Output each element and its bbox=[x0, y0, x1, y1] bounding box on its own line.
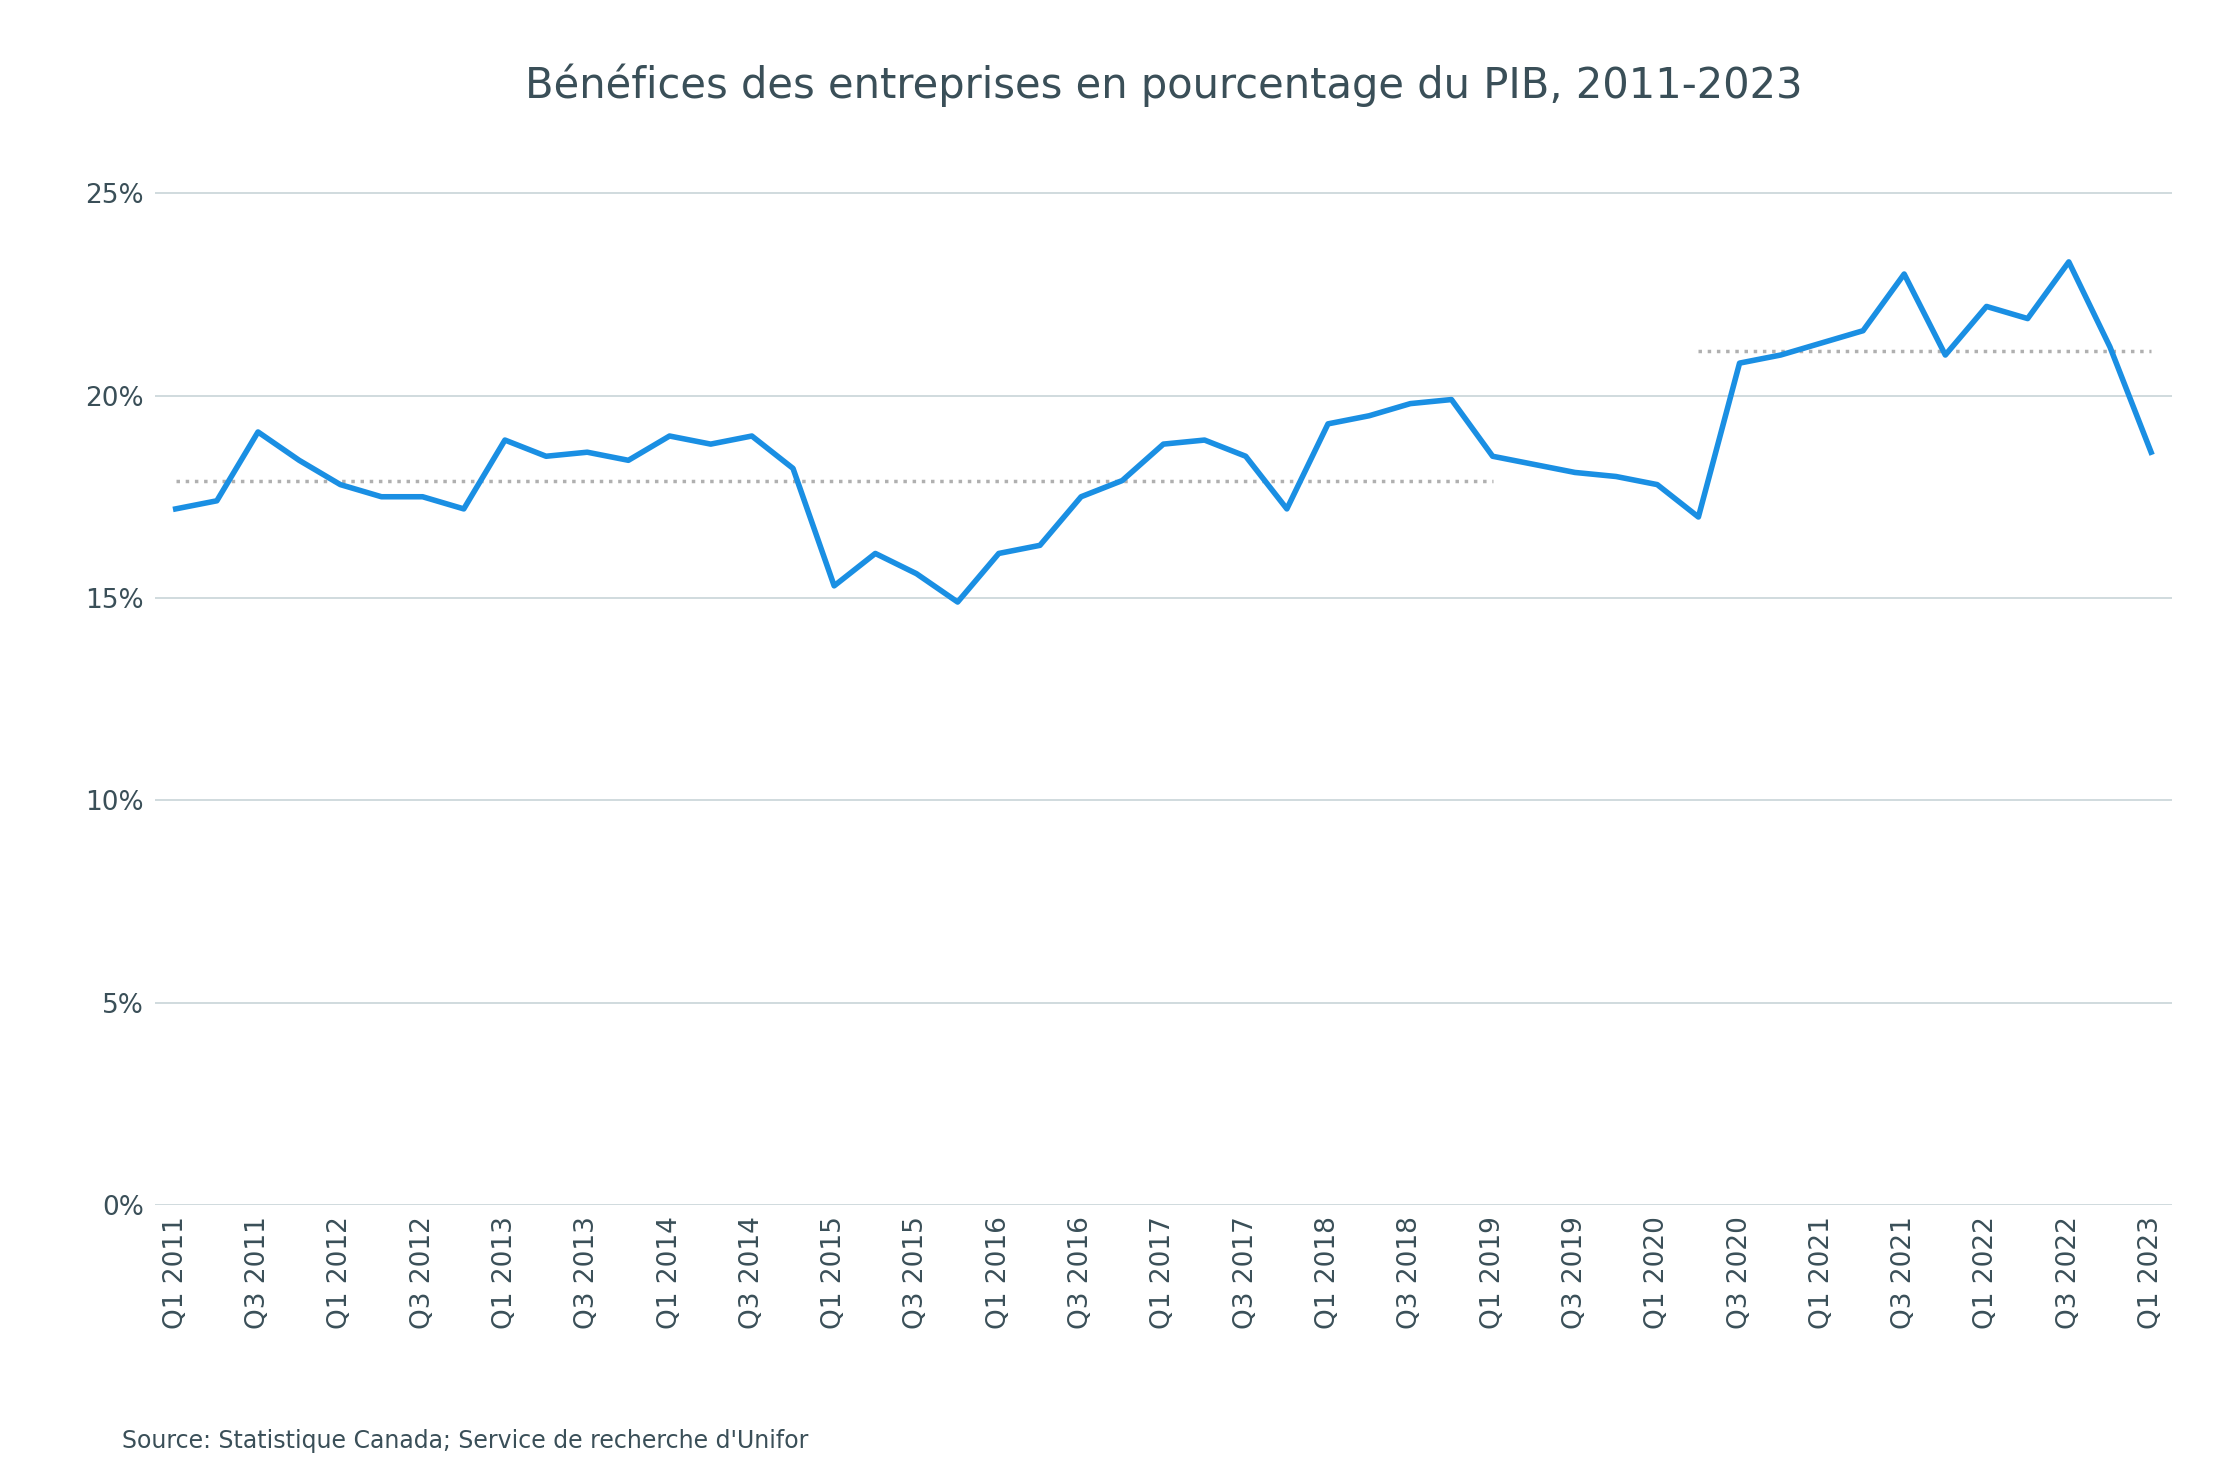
Title: Bénéfices des entreprises en pourcentage du PIB, 2011-2023: Bénéfices des entreprises en pourcentage… bbox=[525, 63, 1802, 107]
Text: Source: Statistique Canada; Service de recherche d'Unifor: Source: Statistique Canada; Service de r… bbox=[122, 1429, 809, 1452]
